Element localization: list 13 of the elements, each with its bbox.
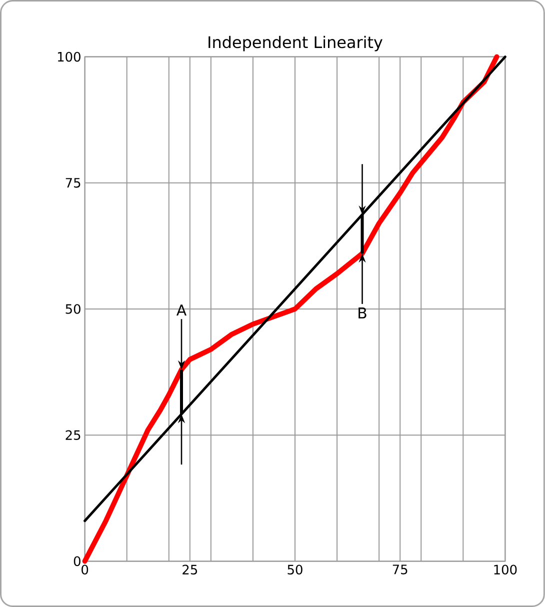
y-tick-label: 75	[66, 178, 80, 188]
x-tick-label: 50	[288, 564, 302, 575]
x-tick-label: 0	[82, 564, 88, 575]
chart-title: Independent Linearity	[208, 36, 382, 52]
y-tick-label: 25	[66, 430, 80, 440]
y-tick-label: 50	[66, 304, 80, 314]
annotation: B	[358, 307, 366, 318]
annotation: A	[176, 304, 187, 316]
x-tick-label: 75	[392, 564, 408, 574]
x-tick-label: 25	[182, 564, 198, 575]
y-tick-label: 0	[74, 556, 80, 566]
x-tick-label: 100	[494, 564, 517, 575]
y-tick-label: 100	[58, 52, 80, 62]
